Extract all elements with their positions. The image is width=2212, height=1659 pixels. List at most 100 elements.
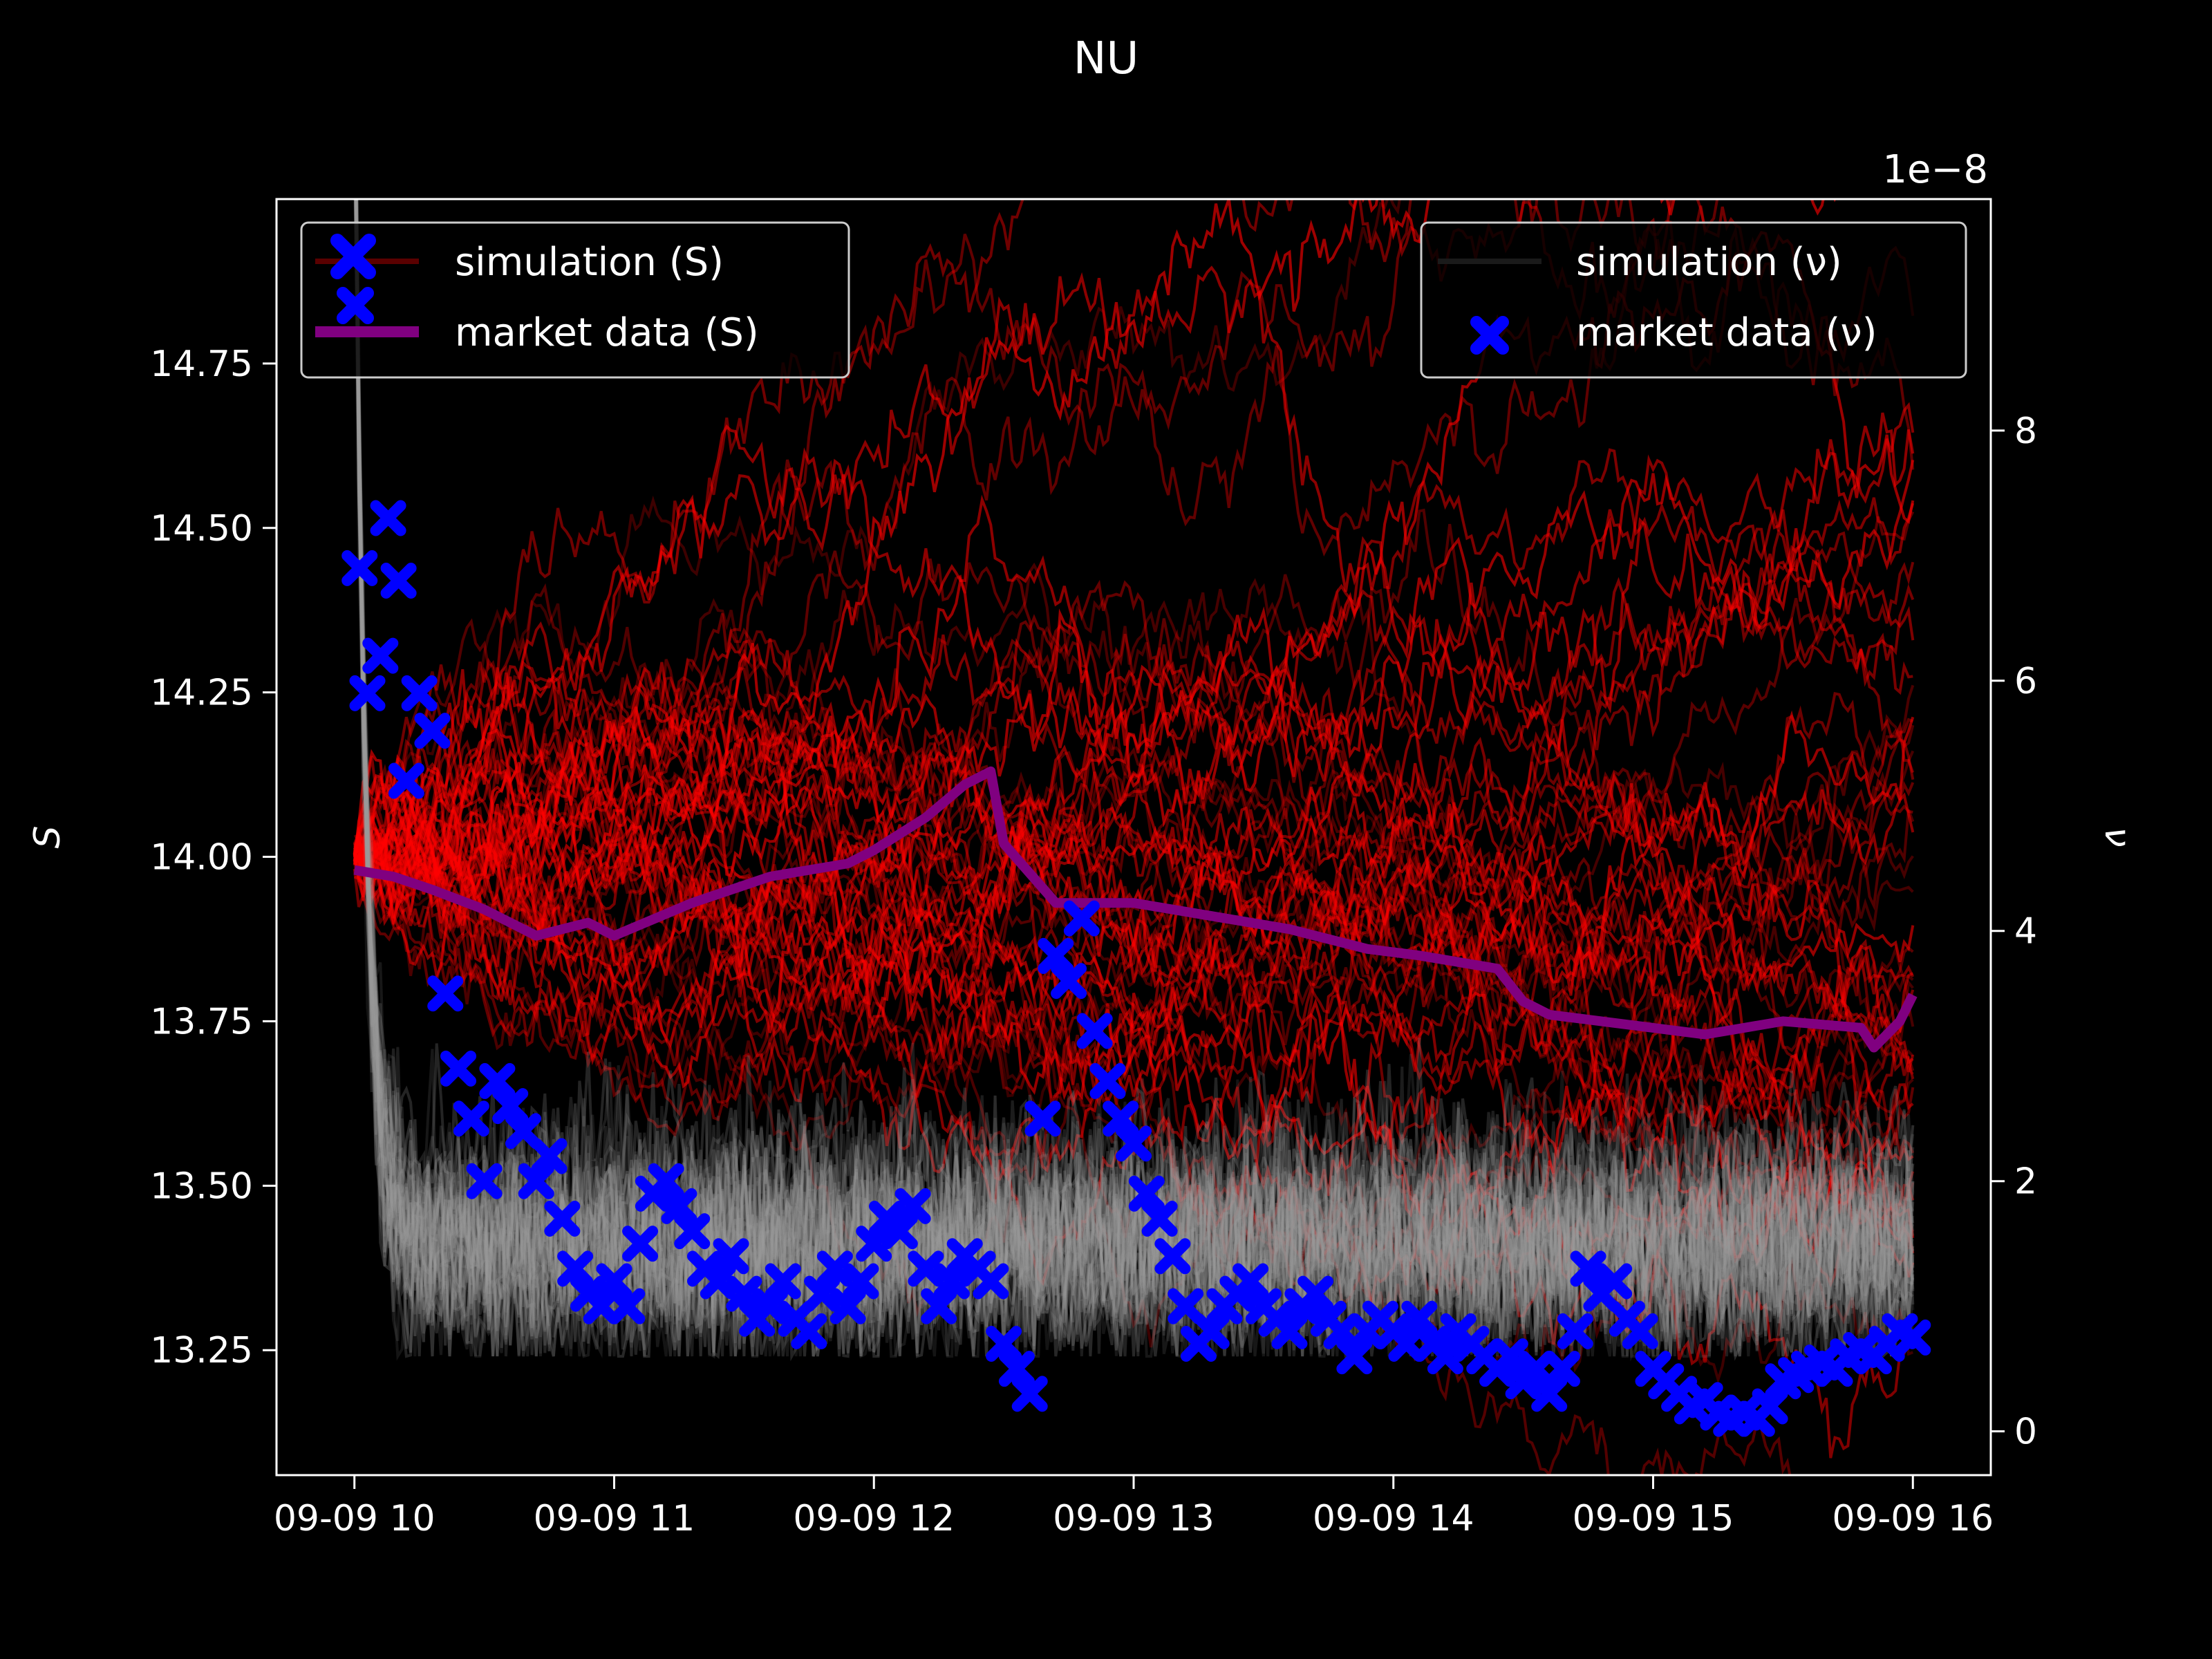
market-data-nu-point — [1752, 1388, 1788, 1425]
market-data-nu-point — [1388, 1325, 1425, 1362]
simulation-s-path — [353, 637, 1915, 1003]
simulation-s-path — [353, 531, 1915, 951]
simulation-nu-path — [354, 199, 1915, 1351]
simulation-s-path — [353, 728, 1915, 1254]
simulation-s-path — [353, 649, 1914, 1211]
simulation-s-path — [353, 781, 1915, 1071]
plot-area — [336, 199, 1931, 1475]
market-data-nu-point — [973, 1263, 1009, 1300]
market-data-nu-point — [998, 1351, 1035, 1387]
right-tick-label: 8 — [2014, 411, 2037, 452]
market-data-nu-point — [479, 1062, 516, 1099]
simulation-s-path — [353, 823, 1914, 1060]
simulation-s-path — [353, 597, 1915, 1027]
simulation-s-path — [353, 621, 1914, 1132]
simulation-s-path — [354, 771, 1913, 1119]
market-data-nu-point — [751, 1288, 788, 1324]
legend-left-market-label: market data (S) — [455, 310, 759, 355]
legend-left: simulation (S) market data (S) — [300, 221, 850, 379]
market-data-nu-point — [1116, 1125, 1152, 1162]
legend-right-market-label: market data (ν) — [1576, 310, 1877, 355]
market-data-nu-point — [921, 1288, 957, 1324]
simulation-s-path — [353, 199, 1402, 885]
market-data-nu-point — [933, 1263, 970, 1300]
market-data-nu-point — [1168, 1288, 1204, 1324]
simulation-nu-path — [354, 199, 1915, 1338]
simulation-s-path — [353, 807, 1914, 1459]
market-data-nu-point — [370, 500, 406, 536]
legend-right-x-icon — [1470, 316, 1509, 355]
simulation-s-path — [353, 718, 1913, 1161]
market-data-nu-point — [1596, 1263, 1633, 1300]
market-data-nu-point — [1401, 1300, 1438, 1337]
market-data-nu-point — [1895, 1319, 1931, 1356]
simulation-s-path — [353, 782, 1915, 1037]
market-data-nu-point — [1154, 1238, 1191, 1275]
market-data-nu-point — [362, 637, 399, 674]
legend-right: simulation (ν) market data (ν) — [1420, 221, 1967, 379]
market-data-nu-point — [1038, 937, 1074, 974]
left-tick-label: 13.75 — [150, 1001, 253, 1042]
market-data-nu-point — [453, 1100, 489, 1137]
simulation-s-path — [353, 805, 1915, 1270]
simulation-nu-path — [355, 199, 1913, 1357]
market-data-nu-point — [1011, 1376, 1048, 1412]
x-tick-label: 09-09 10 — [274, 1498, 435, 1539]
simulation-nu-path — [355, 199, 1915, 1351]
simulation-s-path — [353, 598, 1914, 907]
market-data-nu-point — [414, 713, 451, 749]
legend-right-frame — [1420, 221, 1967, 379]
simulation-nu-path — [355, 199, 1915, 1332]
x-tick-label: 09-09 16 — [1832, 1498, 1994, 1539]
market-data-nu-point — [518, 1163, 554, 1199]
legend-left-x-icon — [330, 234, 376, 324]
simulation-nu-path — [355, 199, 1915, 1354]
simulation-nu-path — [355, 199, 1915, 1317]
simulation-nu-path — [354, 199, 1915, 1357]
x-tick-label: 09-09 11 — [534, 1498, 695, 1539]
market-data-nu-point — [1518, 1351, 1555, 1387]
simulation-s-path — [353, 684, 1915, 1186]
simulation-s-path — [353, 527, 1913, 1143]
market-data-nu-point — [388, 762, 424, 799]
x-tick-label: 09-09 13 — [1053, 1498, 1215, 1539]
simulation-s-path — [353, 497, 1915, 1058]
simulation-nu-path — [355, 199, 1915, 1357]
legend-left-frame — [300, 221, 850, 379]
market-data-nu-point — [401, 675, 438, 711]
right-tick-label: 6 — [2014, 661, 2037, 702]
market-data-nu-point — [1076, 1013, 1113, 1049]
simulation-s-path — [353, 787, 1915, 1034]
market-data-nu-point — [804, 1275, 841, 1312]
simulation-s-path — [353, 573, 1915, 951]
market-data-nu-point — [1427, 1338, 1463, 1375]
right-tick-label: 2 — [2014, 1161, 2037, 1203]
market-data-nu-point — [765, 1263, 801, 1300]
market-data-nu-point — [609, 1288, 646, 1324]
simulation-nu-path — [355, 199, 1915, 1357]
simulation-nu-path — [355, 199, 1915, 1314]
market-data-nu-point — [557, 1250, 594, 1287]
market-data-nu-point — [726, 1275, 762, 1312]
simulation-s-path — [353, 508, 1915, 939]
market-data-nu-point — [830, 1288, 866, 1324]
market-data-nu-point — [466, 1163, 503, 1199]
market-data-nu-point — [1103, 1100, 1139, 1137]
left-axis-label: S — [27, 825, 68, 848]
market-data-nu-point — [1570, 1250, 1606, 1287]
market-data-nu-point — [1193, 1313, 1230, 1349]
right-axis-label: ν — [2097, 827, 2138, 847]
market-data-nu-point — [492, 1088, 529, 1125]
market-data-nu-point — [596, 1263, 632, 1300]
right-tick-label: 4 — [2014, 911, 2037, 953]
right-axis-offset-text: 1e−8 — [1882, 147, 1988, 192]
simulation-s-path — [353, 199, 1915, 852]
x-tick-label: 09-09 15 — [1573, 1498, 1734, 1539]
market-data-nu-point — [440, 1050, 477, 1087]
market-data-nu-point — [986, 1325, 1022, 1362]
left-tick-label: 13.50 — [150, 1165, 253, 1207]
left-tick-label: 13.25 — [150, 1330, 253, 1371]
market-data-nu-point — [583, 1288, 619, 1324]
market-data-nu-point — [505, 1113, 541, 1150]
market-data-nu-point — [713, 1238, 749, 1275]
